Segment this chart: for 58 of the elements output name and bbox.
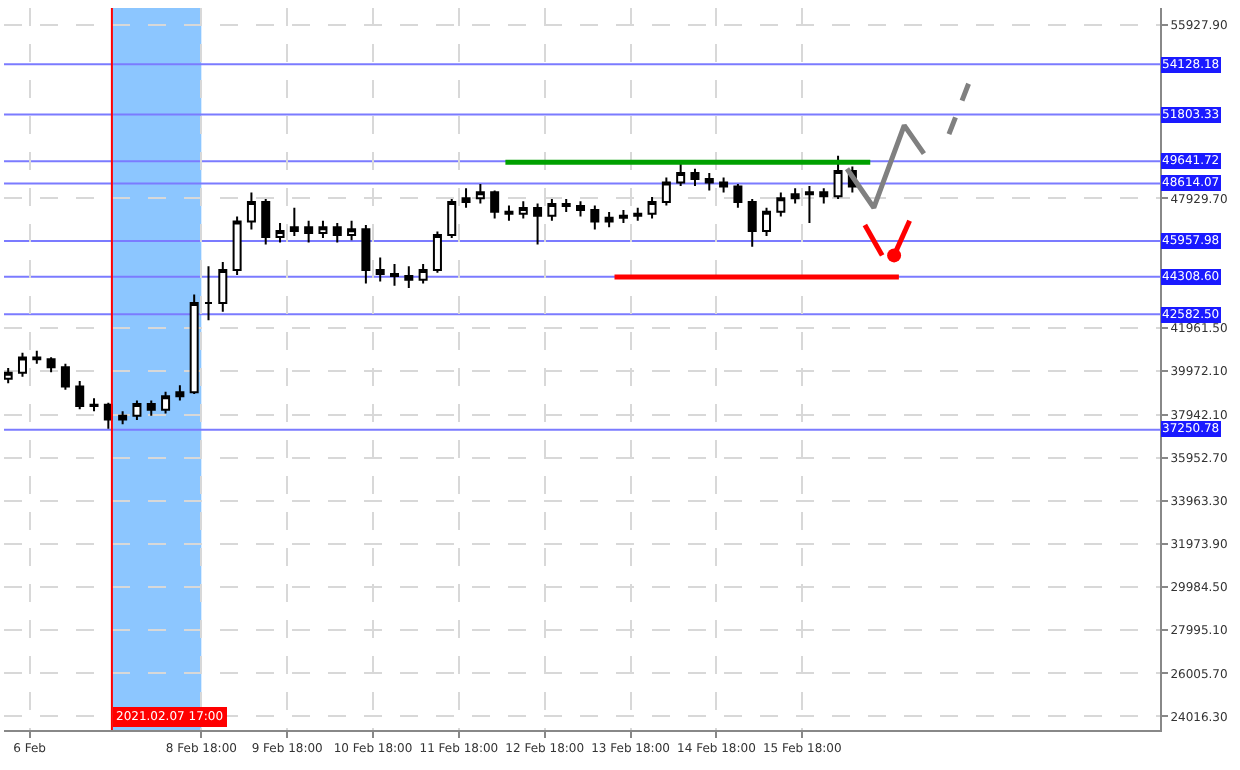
candlestick — [747, 198, 757, 248]
candlestick — [404, 265, 414, 289]
candlestick — [132, 399, 142, 422]
candlestick — [647, 195, 657, 220]
candlestick — [561, 198, 571, 214]
candlestick — [175, 384, 185, 402]
candlestick — [576, 200, 586, 218]
candlestick — [762, 206, 772, 237]
candlestick — [490, 189, 500, 220]
candlestick — [189, 293, 199, 396]
candlestick — [475, 182, 485, 205]
candlestick — [218, 260, 228, 313]
candlestick — [332, 221, 342, 244]
line-series — [844, 122, 927, 211]
candlestick — [704, 172, 714, 192]
candlestick — [146, 399, 156, 417]
candlestick — [75, 380, 85, 411]
candlestick — [347, 219, 357, 242]
candlestick — [618, 208, 628, 224]
candlestick — [790, 187, 800, 205]
candlestick — [60, 362, 70, 391]
candlestick — [418, 263, 428, 285]
candlestick — [447, 198, 457, 240]
candlestick — [432, 230, 442, 274]
candlestick — [661, 176, 671, 207]
candlestick — [261, 198, 271, 246]
candlestick — [533, 202, 543, 246]
candlestick — [304, 219, 314, 244]
candlestick — [776, 191, 786, 218]
candlestick — [89, 397, 99, 413]
candlestick — [32, 349, 42, 365]
candlestick — [390, 263, 399, 287]
candlestick — [504, 204, 514, 222]
candlestick — [676, 161, 686, 188]
candlestick — [375, 256, 385, 283]
candlestick — [604, 211, 614, 229]
candlestick — [819, 187, 829, 205]
candlestick — [361, 224, 371, 285]
candlestick — [275, 221, 285, 244]
candlestick — [833, 154, 843, 201]
candlestick — [733, 182, 743, 209]
candlestick — [161, 390, 171, 415]
candlestick — [633, 206, 643, 222]
candlestick — [17, 351, 27, 378]
candlestick — [690, 167, 700, 188]
candlestick — [547, 198, 557, 222]
candlestick — [246, 191, 256, 231]
candlestick — [719, 176, 729, 194]
candlestick — [318, 219, 328, 240]
candlestick — [590, 204, 600, 231]
candlestick — [203, 265, 213, 322]
candlestick — [118, 410, 128, 426]
candlestick — [46, 356, 56, 374]
candlestick — [461, 187, 471, 209]
candlestick — [289, 206, 299, 237]
candlestick — [232, 215, 242, 276]
candlestick — [804, 185, 814, 224]
candlestick — [518, 200, 528, 220]
